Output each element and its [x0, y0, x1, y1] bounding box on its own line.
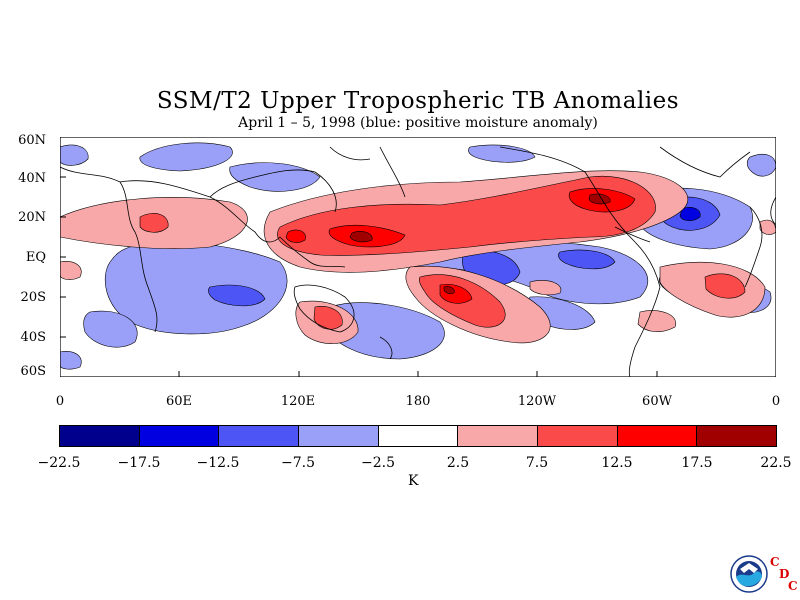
- map-title: SSM/T2 Upper Tropospheric TB Anomalies: [156, 88, 680, 114]
- colorbar-label: 12.5: [601, 455, 633, 471]
- cdc-letter: C: [788, 579, 798, 593]
- colorbar-label: −7.5: [281, 455, 315, 471]
- colorbar-swatch: [219, 426, 300, 446]
- colorbar-swatch: [617, 426, 698, 446]
- coastlines: [60, 146, 776, 377]
- lon-label-60w: 60W: [642, 394, 672, 409]
- colorbar-label: 22.5: [760, 455, 792, 471]
- colorbar-swatch: [697, 426, 777, 446]
- colorbar-label: −2.5: [361, 455, 395, 471]
- lon-label-0-end: 0: [771, 394, 781, 409]
- map-subtitle: April 1 – 5, 1998 (blue: positive moistu…: [238, 115, 598, 131]
- lat-label-eq: EQ: [25, 250, 46, 265]
- lat-label-60n: 60N: [18, 133, 46, 148]
- positive-anomaly-extreme: [349, 193, 611, 294]
- lat-label-40s: 40S: [20, 330, 46, 345]
- colorbar-label: −17.5: [117, 455, 161, 471]
- lat-label-20s: 20S: [20, 290, 46, 305]
- colorbar-label: 7.5: [525, 455, 549, 471]
- lat-label-20n: 20N: [18, 210, 46, 225]
- lat-label-40n: 40N: [18, 171, 46, 186]
- colorbar-label: 17.5: [681, 455, 713, 471]
- lon-label-120w: 120W: [517, 394, 557, 409]
- colorbar-swatch: [378, 426, 459, 446]
- anomaly-map: [60, 137, 776, 377]
- lat-label-60s: 60S: [20, 364, 46, 379]
- cdc-letter: C: [770, 555, 780, 569]
- colorbar-swatch: [60, 426, 140, 446]
- colorbar: [59, 425, 777, 447]
- colorbar-swatch: [299, 426, 379, 446]
- colorbar-label: 2.5: [446, 455, 470, 471]
- colorbar-swatch: [458, 426, 539, 446]
- cdc-letter: D: [779, 567, 790, 581]
- negative-anomaly-strong: [679, 207, 701, 221]
- lon-label-60e: 60E: [165, 394, 193, 409]
- colorbar-swatch: [538, 426, 618, 446]
- colorbar-label: −22.5: [37, 455, 81, 471]
- lon-label-0: 0: [55, 394, 65, 409]
- colorbar-unit: K: [408, 473, 419, 489]
- noaa-logo-icon: [730, 555, 768, 593]
- colorbar-swatch: [139, 426, 220, 446]
- lon-label-120e: 120E: [280, 394, 316, 409]
- lon-label-180: 180: [405, 394, 431, 409]
- colorbar-label: −12.5: [196, 455, 240, 471]
